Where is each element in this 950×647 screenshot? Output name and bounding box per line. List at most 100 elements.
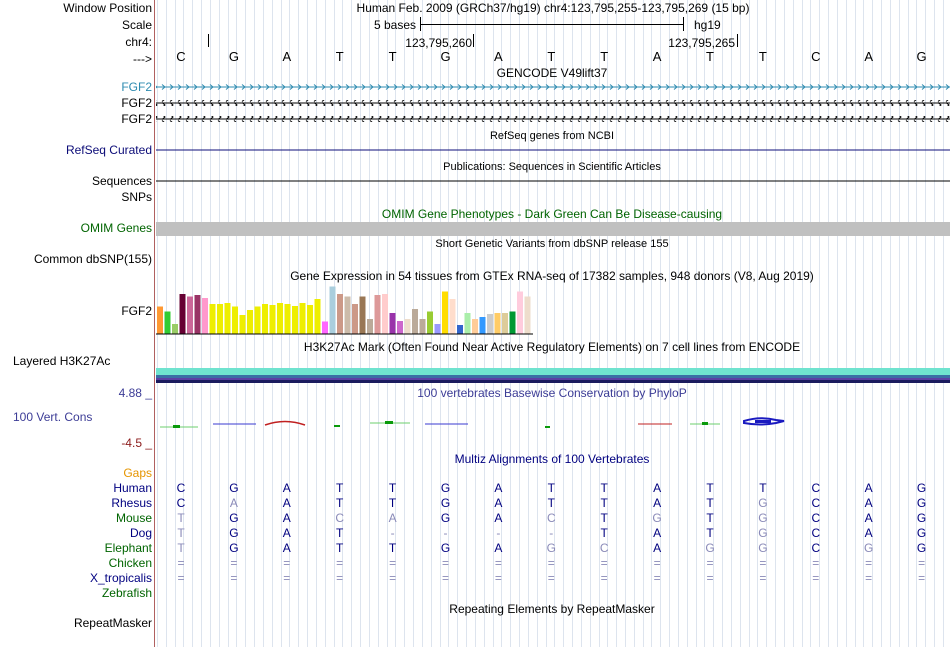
reference-base: C <box>176 49 186 64</box>
gencode-transcript-3[interactable] <box>156 116 950 122</box>
gencode-gene-label-3[interactable]: FGF2 <box>121 112 152 126</box>
gtex-tissue-bar[interactable] <box>232 306 238 335</box>
gtex-tissue-bar[interactable] <box>209 304 216 334</box>
species-label-dog[interactable]: Dog <box>129 526 152 540</box>
gtex-tissue-bar[interactable] <box>517 291 523 335</box>
gtex-tissue-bar[interactable] <box>164 311 171 335</box>
gtex-tissue-bar[interactable] <box>224 303 231 334</box>
gtex-tissue-bar[interactable] <box>419 319 426 334</box>
grid-line <box>854 0 856 647</box>
gtex-tissue-bar[interactable] <box>217 304 223 334</box>
gtex-tissue-bar[interactable] <box>307 305 313 334</box>
gtex-tissue-bar[interactable] <box>382 294 388 334</box>
gtex-tissue-bar[interactable] <box>284 304 291 334</box>
gtex-tissue-bar[interactable] <box>247 310 253 334</box>
gencode-title[interactable]: GENCODE V49lift37 <box>496 66 608 80</box>
gtex-tissue-bar[interactable] <box>314 299 321 334</box>
gtex-tissue-bar[interactable] <box>172 324 178 334</box>
grid-line <box>739 0 741 647</box>
gencode-gene-label-2[interactable]: FGF2 <box>121 96 152 110</box>
h3k27ac-title[interactable]: H3K27Ac Mark (Often Found Near Active Re… <box>303 340 801 354</box>
gtex-tissue-bar[interactable] <box>494 313 501 334</box>
gtex-tissue-bar[interactable] <box>359 296 366 335</box>
gtex-tissue-bar[interactable] <box>292 306 298 334</box>
gtex-tissue-bar[interactable] <box>344 296 351 335</box>
gencode-transcript-1[interactable] <box>156 84 950 90</box>
refseq-label[interactable]: RefSeq Curated <box>65 143 152 157</box>
grid-line <box>457 0 459 647</box>
species-label-elephant[interactable]: Elephant <box>104 541 152 555</box>
gtex-tissue-bar[interactable] <box>427 311 433 335</box>
species-label-chicken[interactable]: Chicken <box>108 556 152 570</box>
gtex-tissue-bar[interactable] <box>404 319 411 334</box>
gtex-tissue-bar[interactable] <box>367 319 373 334</box>
phylop-min-label: -4.5 _ <box>121 436 152 450</box>
dbsnp-title[interactable]: Short Genetic Variants from dbSNP releas… <box>435 238 669 250</box>
gtex-tissue-bar[interactable] <box>502 313 508 334</box>
grid-line <box>448 0 450 647</box>
gtex-tissue-bar[interactable] <box>374 295 381 334</box>
repeatmasker-label[interactable]: RepeatMasker <box>73 616 152 630</box>
omim-label[interactable]: OMIM Genes <box>80 221 152 235</box>
gtex-tissue-bar[interactable] <box>389 313 396 334</box>
gtex-tissue-bar[interactable] <box>337 294 343 334</box>
publications-title[interactable]: Publications: Sequences in Scientific Ar… <box>443 161 661 173</box>
omim-title[interactable]: OMIM Gene Phenotypes - Dark Green Can Be… <box>381 207 723 221</box>
gtex-tissue-bar[interactable] <box>262 304 268 334</box>
repeatmasker-title[interactable]: Repeating Elements by RepeatMasker <box>449 602 655 616</box>
gtex-tissue-bar[interactable] <box>202 298 208 334</box>
omim-bar[interactable] <box>156 222 950 236</box>
gtex-tissue-bar[interactable] <box>472 319 478 334</box>
gtex-tissue-bar[interactable] <box>322 321 328 335</box>
species-label-rhesus[interactable]: Rhesus <box>111 496 152 510</box>
gtex-tissue-bar[interactable] <box>442 291 448 335</box>
gtex-tissue-bar[interactable] <box>479 317 486 334</box>
gtex-tissue-bar[interactable] <box>299 303 306 334</box>
multiz-title[interactable]: Multiz Alignments of 100 Vertebrates <box>454 452 650 466</box>
gtex-tissue-bar[interactable] <box>239 315 246 334</box>
phylop-title[interactable]: 100 vertebrates Basewise Conservation by… <box>417 386 687 400</box>
h3k27ac-signal[interactable] <box>156 368 950 383</box>
gencode-gene-label-1[interactable]: FGF2 <box>121 80 152 94</box>
species-label-zebrafish[interactable]: Zebrafish <box>101 586 152 600</box>
gtex-tissue-bar[interactable] <box>329 286 336 335</box>
label-divider[interactable] <box>154 0 155 647</box>
gencode-transcript-2[interactable] <box>156 100 950 106</box>
species-label-mouse[interactable]: Mouse <box>115 511 152 525</box>
gtex-title[interactable]: Gene Expression in 54 tissues from GTEx … <box>290 269 814 283</box>
publications-label[interactable]: Sequences <box>91 174 152 188</box>
alignment-base: = <box>653 556 661 570</box>
species-label-human[interactable]: Human <box>113 481 152 495</box>
snps-label[interactable]: SNPs <box>121 190 152 204</box>
gtex-tissue-bar[interactable] <box>157 306 163 335</box>
phylop-signal[interactable] <box>160 417 785 428</box>
gtex-tissue-bar[interactable] <box>509 311 516 335</box>
refseq-title[interactable]: RefSeq genes from NCBI <box>489 130 615 142</box>
gtex-tissue-bar[interactable] <box>464 313 471 334</box>
gaps-label[interactable]: Gaps <box>123 466 152 480</box>
gtex-tissue-bar[interactable] <box>352 304 358 334</box>
grid-line <box>836 0 838 647</box>
gtex-tissue-bar[interactable] <box>179 294 186 334</box>
gtex-tissue-bar[interactable] <box>412 309 418 334</box>
h3k27ac-label[interactable]: Layered H3K27Ac <box>13 354 111 368</box>
gtex-tissue-bar[interactable] <box>434 324 441 334</box>
gtex-tissue-bar[interactable] <box>277 303 283 334</box>
gtex-tissue-bar[interactable] <box>194 295 201 334</box>
gtex-tissue-bar[interactable] <box>449 299 456 334</box>
reference-base: G <box>228 49 239 64</box>
gtex-label[interactable]: FGF2 <box>121 304 152 318</box>
phylop-label[interactable]: 100 Vert. Cons <box>13 410 93 424</box>
gtex-tissue-bar[interactable] <box>254 306 261 335</box>
gtex-tissue-bar[interactable] <box>457 325 463 334</box>
gtex-tissue-bar[interactable] <box>187 296 193 335</box>
strand-label[interactable]: ---> <box>133 52 152 66</box>
gtex-tissue-bar[interactable] <box>397 321 403 334</box>
species-label-x_tropicalis[interactable]: X_tropicalis <box>89 571 152 585</box>
gtex-tissue-bar[interactable] <box>524 296 531 335</box>
alignment-base: C <box>335 511 345 525</box>
dbsnp-label[interactable]: Common dbSNP(155) <box>33 252 152 266</box>
gtex-tissue-bar[interactable] <box>269 305 276 334</box>
gtex-tissue-bar[interactable] <box>487 314 493 334</box>
